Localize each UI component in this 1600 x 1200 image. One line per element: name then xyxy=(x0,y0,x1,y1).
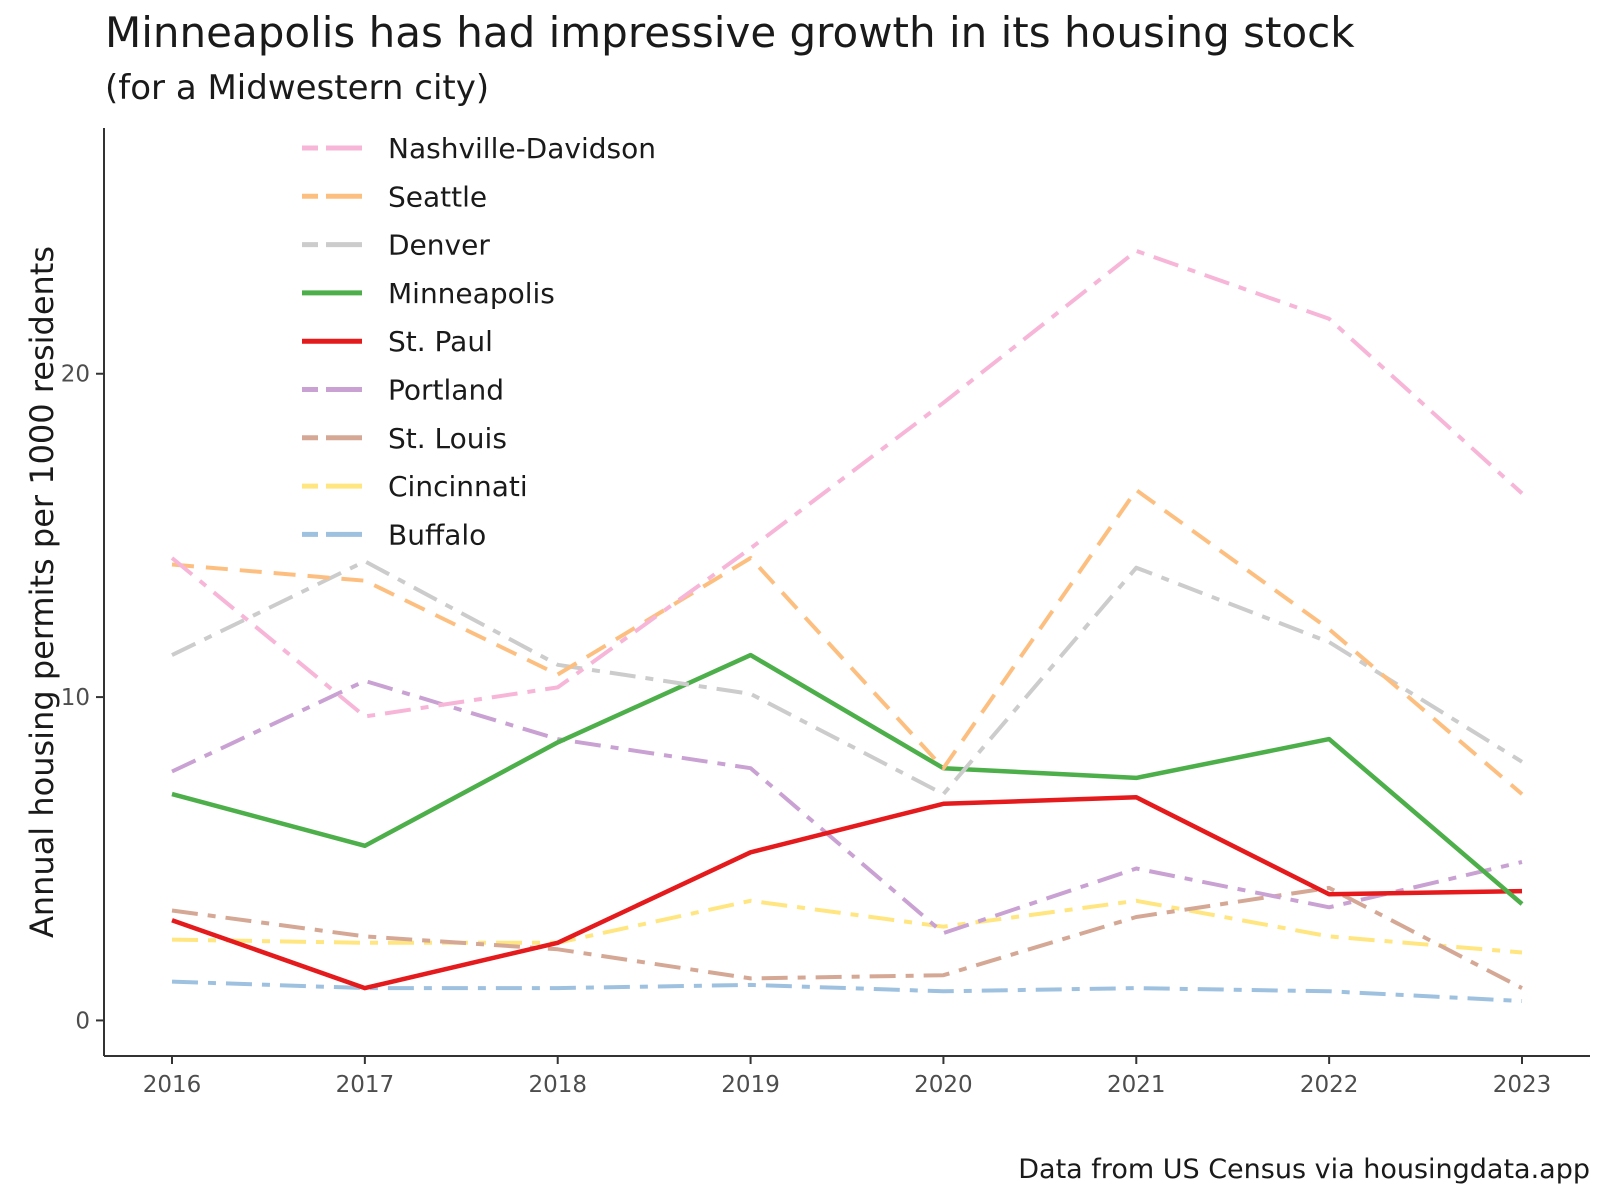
legend-label: Seattle xyxy=(388,180,487,213)
x-tick-label: 2018 xyxy=(528,1072,587,1098)
y-tick-label: 0 xyxy=(75,1008,90,1034)
chart-caption: Data from US Census via housingdata.app xyxy=(1018,1154,1590,1185)
x-tick-label: 2019 xyxy=(721,1072,780,1098)
legend-item-st-louis: St. Louis xyxy=(302,422,507,455)
x-tick-label: 2022 xyxy=(1300,1072,1359,1098)
chart-subtitle: (for a Midwestern city) xyxy=(105,68,490,108)
series-line-seattle xyxy=(171,488,1524,796)
legend-item-portland: Portland xyxy=(302,374,504,407)
legend-label: Nashville-Davidson xyxy=(388,132,656,165)
legend-item-denver: Denver xyxy=(302,229,490,262)
legend-item-seattle: Seattle xyxy=(302,180,487,213)
legend-item-buffalo: Buffalo xyxy=(302,518,486,551)
x-tick-label: 2017 xyxy=(336,1072,395,1098)
series-line-denver xyxy=(171,559,1524,797)
x-tick-label: 2016 xyxy=(143,1072,202,1098)
x-tick-label: 2021 xyxy=(1107,1072,1166,1098)
legend-label: St. Paul xyxy=(388,325,493,358)
legend-label: Portland xyxy=(388,374,504,407)
legend-label: Denver xyxy=(388,229,490,262)
legend: Nashville-Davidson Seattle Denver Minneapol… xyxy=(302,132,656,551)
axes xyxy=(103,128,1590,1057)
legend-item-st-paul: St. Paul xyxy=(302,325,493,358)
series-line-st-paul xyxy=(171,795,1523,991)
y-axis-title: Annual housing permits per 1000 resident… xyxy=(23,246,61,938)
ticks: 2016 2017 2018 2019 2020 2021 2022 2023 0 10 20 xyxy=(61,362,1552,1098)
y-tick-label: 20 xyxy=(61,362,90,388)
legend-item-cincinnati: Cincinnati xyxy=(302,470,528,503)
series-line-buffalo xyxy=(171,979,1523,1003)
x-tick-label: 2020 xyxy=(914,1072,973,1098)
series-line-portland xyxy=(171,678,1523,936)
legend-label: Cincinnati xyxy=(388,470,528,503)
legend-label: St. Louis xyxy=(388,422,507,455)
series-line-minneapolis xyxy=(171,652,1524,906)
series-line-cincinnati xyxy=(171,898,1523,955)
x-tick-label: 2023 xyxy=(1493,1072,1552,1098)
series-lines xyxy=(170,248,1524,1003)
y-tick-label: 10 xyxy=(61,685,90,711)
legend-label: Buffalo xyxy=(388,518,486,551)
series-line-nashville-davidson xyxy=(170,248,1524,719)
chart-title: Minneapolis has had impressive growth in… xyxy=(105,8,1355,57)
legend-item-minneapolis: Minneapolis xyxy=(302,277,555,310)
series-line-st-louis xyxy=(171,885,1523,990)
legend-item-nashville-davidson: Nashville-Davidson xyxy=(302,132,656,165)
legend-label: Minneapolis xyxy=(388,277,555,310)
